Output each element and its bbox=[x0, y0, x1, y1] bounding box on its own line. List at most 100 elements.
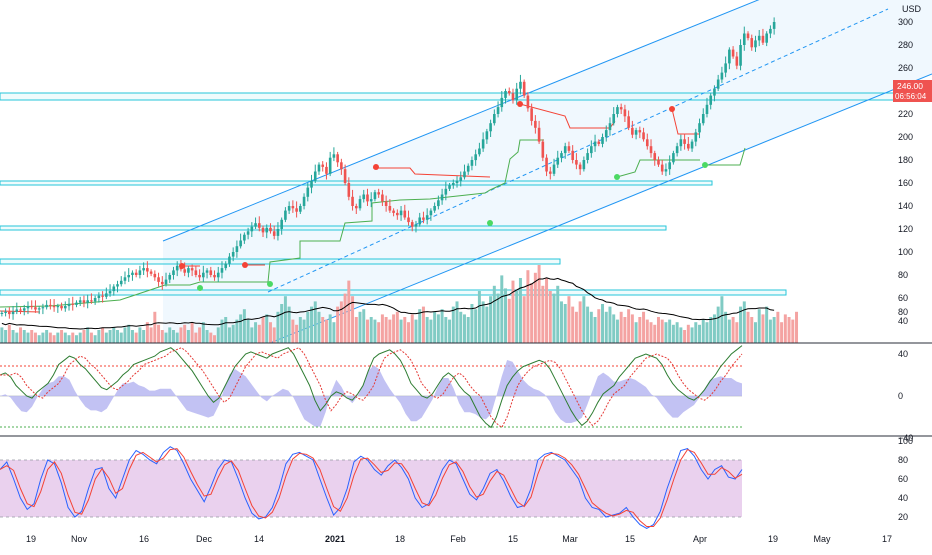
volume-bar bbox=[67, 335, 71, 343]
volume-bar bbox=[272, 327, 276, 343]
candle-body bbox=[377, 192, 380, 195]
volume-bar bbox=[481, 301, 485, 343]
volume-bar bbox=[421, 306, 425, 343]
candle-body bbox=[694, 132, 698, 142]
candle-body bbox=[440, 194, 444, 201]
candle-body bbox=[343, 169, 347, 183]
sell-signal-dot[interactable] bbox=[179, 263, 185, 269]
candle-body bbox=[593, 141, 597, 147]
sell-signal-dot[interactable] bbox=[669, 106, 675, 112]
candle-body bbox=[660, 164, 664, 172]
stochastic-d-line bbox=[0, 448, 743, 527]
channel-upper-line[interactable] bbox=[162, 0, 763, 242]
candle-body bbox=[597, 141, 601, 144]
candle-body bbox=[123, 277, 127, 281]
candle-body bbox=[340, 162, 343, 170]
volume-bar bbox=[186, 330, 190, 343]
candle-body bbox=[265, 227, 269, 233]
volume-bar bbox=[373, 319, 377, 343]
candle-body bbox=[451, 183, 455, 186]
stochastic-tick-label: 60 bbox=[898, 474, 908, 484]
buy-signal-dot[interactable] bbox=[702, 162, 708, 168]
volume-bar bbox=[515, 291, 519, 343]
volume-bar bbox=[489, 296, 493, 343]
candle-body bbox=[448, 185, 451, 189]
volume-bar bbox=[268, 322, 272, 343]
candle-body bbox=[325, 166, 328, 174]
price-tick-label: 220 bbox=[898, 109, 913, 119]
buy-signal-dot[interactable] bbox=[487, 220, 493, 226]
channel-lower-line[interactable] bbox=[269, 73, 932, 344]
volume-bar bbox=[52, 335, 56, 343]
volume-bar bbox=[26, 332, 30, 343]
volume-bar bbox=[623, 317, 627, 343]
volume-bar bbox=[380, 314, 384, 343]
candle-body bbox=[713, 88, 716, 96]
sell-signal-dot[interactable] bbox=[517, 101, 523, 107]
horizontal-level-zone[interactable] bbox=[0, 258, 561, 265]
candle-body bbox=[153, 273, 157, 278]
volume-bar bbox=[339, 301, 343, 343]
buy-signal-dot[interactable] bbox=[614, 174, 620, 180]
volume-bar bbox=[142, 330, 146, 343]
channel-mid-line[interactable] bbox=[267, 8, 889, 293]
candle-body bbox=[205, 270, 209, 273]
volume-bar bbox=[235, 319, 239, 343]
volume-bar bbox=[30, 330, 34, 343]
volume-bar bbox=[638, 317, 642, 343]
volume-bar bbox=[716, 306, 720, 343]
volume-bar bbox=[705, 322, 709, 343]
time-tick-label: Apr bbox=[693, 534, 707, 544]
volume-bar bbox=[601, 304, 605, 343]
volume-bar bbox=[227, 327, 231, 343]
sell-signal-dot[interactable] bbox=[373, 164, 379, 170]
candle-body bbox=[317, 164, 321, 172]
volume-bar bbox=[347, 280, 351, 343]
candle-body bbox=[437, 200, 440, 207]
volume-bar bbox=[656, 317, 660, 343]
candle-body bbox=[313, 171, 317, 181]
volume-bar bbox=[724, 311, 728, 343]
candle-body bbox=[127, 275, 131, 278]
candle-body bbox=[504, 91, 507, 98]
volume-bar bbox=[246, 319, 250, 343]
candle-body bbox=[664, 169, 668, 172]
sell-signal-dot[interactable] bbox=[242, 262, 248, 268]
candle-body bbox=[310, 180, 313, 188]
time-tick-label: 16 bbox=[139, 534, 149, 544]
volume-bar bbox=[302, 319, 306, 343]
horizontal-level-zone[interactable] bbox=[0, 92, 932, 101]
time-tick-label: Nov bbox=[71, 534, 88, 544]
volume-bar bbox=[783, 314, 787, 343]
buy-signal-dot[interactable] bbox=[197, 285, 203, 291]
candle-body bbox=[231, 252, 235, 257]
candle-body bbox=[403, 210, 407, 218]
candle-body bbox=[287, 206, 291, 211]
volume-bar bbox=[701, 319, 705, 343]
stochastic-band-fill bbox=[0, 460, 742, 517]
volume-bar bbox=[265, 314, 269, 343]
candle-body bbox=[119, 280, 123, 285]
volume-bar bbox=[358, 311, 362, 343]
candle-body bbox=[698, 123, 701, 133]
candle-body bbox=[511, 93, 515, 101]
volume-bar bbox=[71, 332, 75, 343]
horizontal-level-zone[interactable] bbox=[0, 225, 667, 231]
volume-bar bbox=[660, 319, 664, 343]
volume-bar bbox=[686, 324, 690, 343]
candle-body bbox=[701, 114, 705, 124]
candle-body bbox=[228, 256, 231, 264]
candle-body bbox=[757, 35, 761, 41]
candle-body bbox=[291, 206, 295, 209]
volume-bar bbox=[597, 309, 601, 343]
candle-body bbox=[556, 157, 560, 165]
horizontal-level-zone[interactable] bbox=[0, 180, 713, 186]
candle-body bbox=[347, 183, 351, 197]
trailing-stop-resistance bbox=[0, 310, 41, 313]
time-tick-label: 17 bbox=[882, 534, 892, 544]
buy-signal-dot[interactable] bbox=[267, 281, 273, 287]
volume-bar bbox=[440, 309, 444, 343]
candle-body bbox=[160, 281, 164, 285]
